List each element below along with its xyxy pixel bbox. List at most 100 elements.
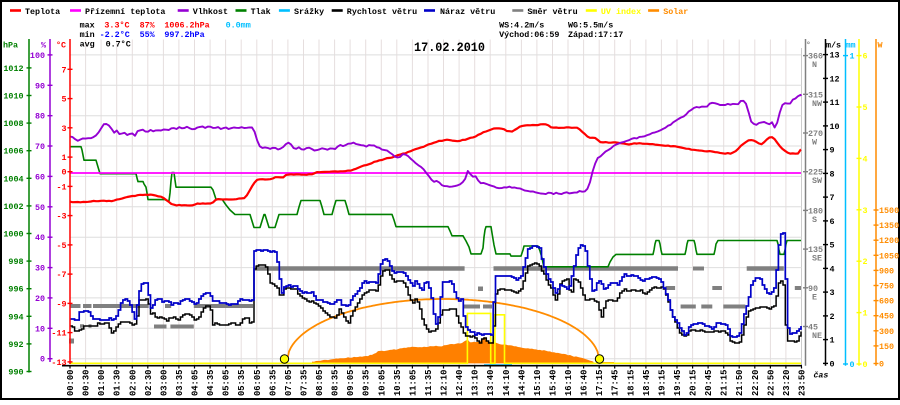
svg-text:Západ:17:17: Západ:17:17 bbox=[568, 30, 623, 40]
svg-text:5: 5 bbox=[830, 241, 835, 251]
svg-text:10: 10 bbox=[35, 324, 45, 334]
svg-text:mm: mm bbox=[846, 41, 856, 51]
svg-text:avg: avg bbox=[80, 40, 95, 50]
svg-text:13: 13 bbox=[830, 51, 840, 61]
svg-text:18:45: 18:45 bbox=[642, 370, 652, 396]
svg-text:-1: -1 bbox=[56, 182, 66, 192]
svg-text:-13: -13 bbox=[51, 358, 66, 368]
svg-text:994: 994 bbox=[8, 312, 23, 322]
svg-text:%: % bbox=[41, 41, 47, 51]
svg-text:13:10: 13:10 bbox=[471, 370, 481, 396]
svg-text:N: N bbox=[812, 60, 817, 70]
svg-text:0: 0 bbox=[850, 360, 855, 370]
svg-text:1: 1 bbox=[61, 153, 66, 163]
svg-text:23:50: 23:50 bbox=[798, 370, 808, 396]
svg-text:-11: -11 bbox=[51, 329, 66, 339]
svg-text:270: 270 bbox=[808, 129, 823, 139]
svg-text:900: 900 bbox=[879, 266, 894, 276]
svg-text:19:15: 19:15 bbox=[657, 370, 667, 396]
svg-text:Náraz větru: Náraz větru bbox=[440, 7, 495, 17]
svg-text:Solar: Solar bbox=[663, 7, 688, 17]
svg-text:7: 7 bbox=[830, 193, 835, 203]
svg-text:01:00: 01:00 bbox=[97, 370, 107, 396]
svg-text:1012: 1012 bbox=[3, 64, 23, 74]
svg-text:max: max bbox=[80, 21, 95, 31]
svg-text:0.0mm: 0.0mm bbox=[226, 21, 251, 31]
svg-text:1200: 1200 bbox=[879, 236, 899, 246]
svg-text:17.02.2010: 17.02.2010 bbox=[414, 40, 485, 55]
svg-text:4: 4 bbox=[830, 264, 835, 274]
svg-text:1000: 1000 bbox=[3, 230, 23, 240]
svg-text:22:50: 22:50 bbox=[766, 370, 776, 396]
svg-text:0: 0 bbox=[830, 359, 835, 369]
svg-text:1008: 1008 bbox=[3, 119, 23, 129]
svg-text:997.2hPa: 997.2hPa bbox=[164, 30, 204, 40]
svg-text:21:50: 21:50 bbox=[735, 370, 745, 396]
svg-text:03:00: 03:00 bbox=[159, 370, 169, 396]
svg-text:40: 40 bbox=[35, 233, 45, 243]
svg-text:16:40: 16:40 bbox=[580, 370, 590, 396]
svg-text:-5: -5 bbox=[56, 241, 66, 251]
svg-text:1050: 1050 bbox=[879, 251, 899, 261]
svg-text:Východ:06:59: Východ:06:59 bbox=[499, 30, 559, 40]
svg-text:E: E bbox=[812, 292, 817, 302]
svg-text:m/s: m/s bbox=[826, 41, 841, 51]
svg-text:16:10: 16:10 bbox=[564, 370, 574, 396]
svg-text:300: 300 bbox=[879, 327, 894, 337]
svg-text:05:35: 05:35 bbox=[237, 370, 247, 396]
svg-text:09:05: 09:05 bbox=[346, 370, 356, 396]
svg-text:90: 90 bbox=[35, 81, 45, 91]
svg-text:Teplota: Teplota bbox=[25, 7, 60, 17]
svg-text:0: 0 bbox=[40, 355, 45, 365]
svg-text:450: 450 bbox=[879, 312, 894, 322]
svg-text:80: 80 bbox=[35, 112, 45, 122]
svg-text:20: 20 bbox=[35, 294, 45, 304]
svg-text:0: 0 bbox=[863, 360, 868, 370]
svg-text:W: W bbox=[812, 138, 818, 148]
svg-text:Tlak: Tlak bbox=[251, 7, 271, 17]
svg-text:23:20: 23:20 bbox=[782, 370, 792, 396]
svg-text:15:40: 15:40 bbox=[549, 370, 559, 396]
svg-text:1006.2hPa: 1006.2hPa bbox=[164, 21, 209, 31]
svg-text:5: 5 bbox=[863, 103, 868, 113]
svg-text:60: 60 bbox=[35, 172, 45, 182]
svg-text:0: 0 bbox=[879, 360, 884, 370]
svg-text:990: 990 bbox=[8, 368, 23, 378]
svg-text:100: 100 bbox=[30, 51, 45, 61]
svg-text:NE: NE bbox=[812, 331, 822, 341]
svg-text:7: 7 bbox=[61, 65, 66, 75]
svg-text:čas: čas bbox=[814, 371, 829, 381]
svg-text:06:05: 06:05 bbox=[253, 370, 263, 396]
svg-text:992: 992 bbox=[8, 340, 23, 350]
svg-text:SW: SW bbox=[812, 176, 823, 186]
svg-text:03:35: 03:35 bbox=[175, 370, 185, 396]
svg-text:06:35: 06:35 bbox=[268, 370, 278, 396]
svg-text:UV index: UV index bbox=[601, 7, 641, 17]
svg-text:19:45: 19:45 bbox=[673, 370, 683, 396]
svg-text:1: 1 bbox=[830, 336, 835, 346]
svg-text:21:15: 21:15 bbox=[720, 370, 730, 396]
svg-text:135: 135 bbox=[808, 245, 823, 255]
svg-text:1004: 1004 bbox=[3, 174, 23, 184]
svg-text:22:20: 22:20 bbox=[751, 370, 761, 396]
svg-text:3: 3 bbox=[830, 288, 835, 298]
svg-text:30: 30 bbox=[35, 264, 45, 274]
svg-text:10: 10 bbox=[830, 122, 840, 132]
svg-text:Srážky: Srážky bbox=[294, 7, 324, 17]
svg-text:12:10: 12:10 bbox=[440, 370, 450, 396]
svg-text:01:30: 01:30 bbox=[113, 370, 123, 396]
svg-text:8: 8 bbox=[830, 169, 835, 179]
svg-text:18:15: 18:15 bbox=[626, 370, 636, 396]
svg-text:2: 2 bbox=[863, 257, 868, 267]
svg-text:20:15: 20:15 bbox=[689, 370, 699, 396]
svg-text:1350: 1350 bbox=[879, 221, 899, 231]
svg-text:02:00: 02:00 bbox=[128, 370, 138, 396]
svg-text:180: 180 bbox=[808, 206, 823, 216]
svg-text:90: 90 bbox=[808, 284, 818, 294]
svg-text:Rychlost větru: Rychlost větru bbox=[347, 7, 417, 17]
svg-text:315: 315 bbox=[808, 90, 823, 100]
svg-text:Přízemní teplota: Přízemní teplota bbox=[85, 7, 165, 17]
svg-text:°: ° bbox=[806, 42, 811, 51]
svg-text:17:45: 17:45 bbox=[611, 370, 621, 396]
svg-text:11:35: 11:35 bbox=[424, 370, 434, 396]
